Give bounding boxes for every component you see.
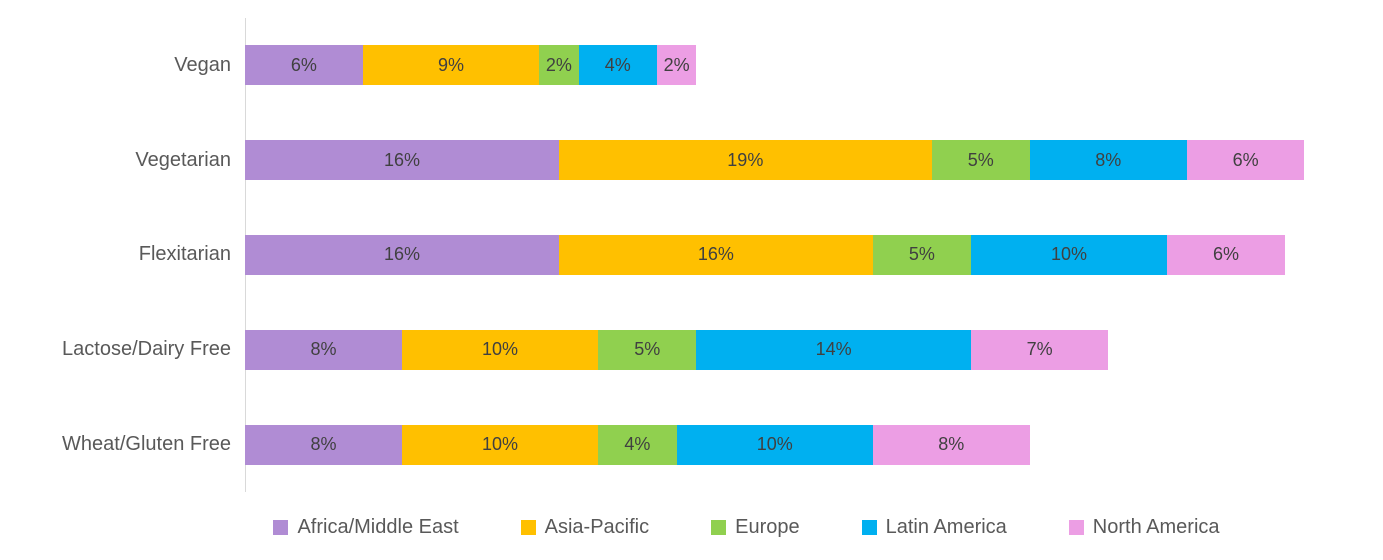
legend-swatch xyxy=(1068,520,1084,535)
segment-label: 8% xyxy=(310,434,337,455)
bar-segment[interactable]: 9% xyxy=(362,45,540,86)
bar-track: 16% 16% 5% 10% 6% xyxy=(245,234,1383,275)
bar-segment[interactable]: 10% xyxy=(401,424,599,465)
segment-label: 10% xyxy=(1051,244,1088,265)
segment-label: 19% xyxy=(727,149,764,170)
bar-segment[interactable]: 4% xyxy=(578,45,657,86)
segment-label: 4% xyxy=(624,434,651,455)
segment-label: 14% xyxy=(815,339,852,360)
legend-swatch xyxy=(520,520,536,535)
legend-item[interactable]: Europe xyxy=(711,516,800,539)
bar-segment[interactable]: 8% xyxy=(245,329,402,370)
segment-label: 5% xyxy=(967,149,994,170)
segment-label: 6% xyxy=(1212,244,1239,265)
segment-label: 7% xyxy=(1026,339,1053,360)
bar-segment[interactable]: 14% xyxy=(696,329,971,370)
chart-row: Flexitarian 16% 16% 5% 10% 6% xyxy=(0,208,1383,303)
legend-item[interactable]: North America xyxy=(1068,516,1220,539)
bar-segment[interactable]: 5% xyxy=(872,234,971,275)
legend-label: Latin America xyxy=(885,516,1007,538)
legend-swatch xyxy=(711,520,727,535)
bar-segment[interactable]: 4% xyxy=(598,424,677,465)
bar-segment[interactable]: 2% xyxy=(539,45,579,86)
legend-item[interactable]: Africa/Middle East xyxy=(273,516,459,539)
bar-segment[interactable]: 10% xyxy=(401,329,599,370)
segment-label: 8% xyxy=(938,434,965,455)
legend-swatch xyxy=(861,520,877,535)
segment-label: 10% xyxy=(756,434,793,455)
legend-item[interactable]: Latin America xyxy=(861,516,1007,539)
bar-segment[interactable]: 8% xyxy=(872,424,1030,465)
stacked-bar: 16% 16% 5% 10% 6% xyxy=(245,234,1383,275)
stacked-bar: 8% 10% 4% 10% 8% xyxy=(245,424,1383,465)
stacked-bar: 6% 9% 2% 4% 2% xyxy=(245,45,1383,86)
segment-label: 6% xyxy=(290,54,317,75)
legend-label: Africa/Middle East xyxy=(297,516,459,538)
chart-legend: Africa/Middle East Asia-Pacific Europe Lati… xyxy=(0,516,1383,539)
bar-track: 16% 19% 5% 8% 6% xyxy=(245,140,1383,181)
bar-segment[interactable]: 5% xyxy=(931,140,1030,181)
category-label: Wheat/Gluten Free xyxy=(62,433,231,456)
chart-row: Wheat/Gluten Free 8% 10% 4% 10% 8% xyxy=(0,397,1383,492)
segment-label: 8% xyxy=(310,339,337,360)
stacked-bar: 8% 10% 5% 14% 7% xyxy=(245,329,1383,370)
bar-segment[interactable]: 19% xyxy=(558,140,932,181)
segment-label: 4% xyxy=(604,54,631,75)
bar-segment[interactable]: 16% xyxy=(245,234,559,275)
bar-segment[interactable]: 8% xyxy=(245,424,402,465)
bar-segment[interactable]: 16% xyxy=(558,234,873,275)
bar-track: 8% 10% 5% 14% 7% xyxy=(245,329,1383,370)
chart-row: Vegetarian 16% 19% 5% 8% 6% xyxy=(0,113,1383,208)
segment-label: 9% xyxy=(438,54,465,75)
bar-segment[interactable]: 6% xyxy=(1186,140,1305,181)
bar-segment[interactable]: 10% xyxy=(970,234,1168,275)
segment-label: 16% xyxy=(383,244,420,265)
segment-label: 6% xyxy=(1232,149,1259,170)
segment-label: 2% xyxy=(663,54,690,75)
plot-area: Vegan 6% 9% 2% 4% 2% Vegetarian 16% 19% 5% 8% 6% Fle… xyxy=(0,18,1383,492)
chart-row: Lactose/Dairy Free 8% 10% 5% 14% 7% xyxy=(0,302,1383,397)
chart-row: Vegan 6% 9% 2% 4% 2% xyxy=(0,18,1383,113)
category-label: Flexitarian xyxy=(138,243,231,266)
bar-segment[interactable]: 10% xyxy=(676,424,873,465)
bar-segment[interactable]: 8% xyxy=(1029,140,1187,181)
bar-segment[interactable]: 16% xyxy=(245,140,559,181)
chart-rows: Vegan 6% 9% 2% 4% 2% Vegetarian 16% 19% 5% 8% 6% Fle… xyxy=(0,18,1383,492)
segment-label: 5% xyxy=(908,244,935,265)
bar-track: 6% 9% 2% 4% 2% xyxy=(245,45,1383,86)
bar-segment[interactable]: 2% xyxy=(657,45,697,86)
category-label: Lactose/Dairy Free xyxy=(62,338,231,361)
legend-item[interactable]: Asia-Pacific xyxy=(520,516,650,539)
legend-label: Europe xyxy=(735,516,800,538)
segment-label: 16% xyxy=(383,149,420,170)
bar-segment[interactable]: 7% xyxy=(970,329,1109,370)
stacked-bar: 16% 19% 5% 8% 6% xyxy=(245,140,1383,181)
category-label: Vegetarian xyxy=(135,148,231,171)
bar-track: 8% 10% 4% 10% 8% xyxy=(245,424,1383,465)
segment-label: 8% xyxy=(1095,149,1122,170)
segment-label: 10% xyxy=(482,434,519,455)
legend-swatch xyxy=(273,520,289,535)
legend-label: North America xyxy=(1092,516,1220,538)
segment-label: 2% xyxy=(545,54,572,75)
bar-segment[interactable]: 6% xyxy=(1167,234,1285,275)
bar-segment[interactable]: 6% xyxy=(245,45,363,86)
legend-label: Asia-Pacific xyxy=(544,516,650,538)
bar-segment[interactable]: 5% xyxy=(598,329,697,370)
category-label: Vegan xyxy=(174,53,231,76)
segment-label: 5% xyxy=(634,339,661,360)
segment-label: 16% xyxy=(697,244,734,265)
segment-label: 10% xyxy=(482,339,519,360)
